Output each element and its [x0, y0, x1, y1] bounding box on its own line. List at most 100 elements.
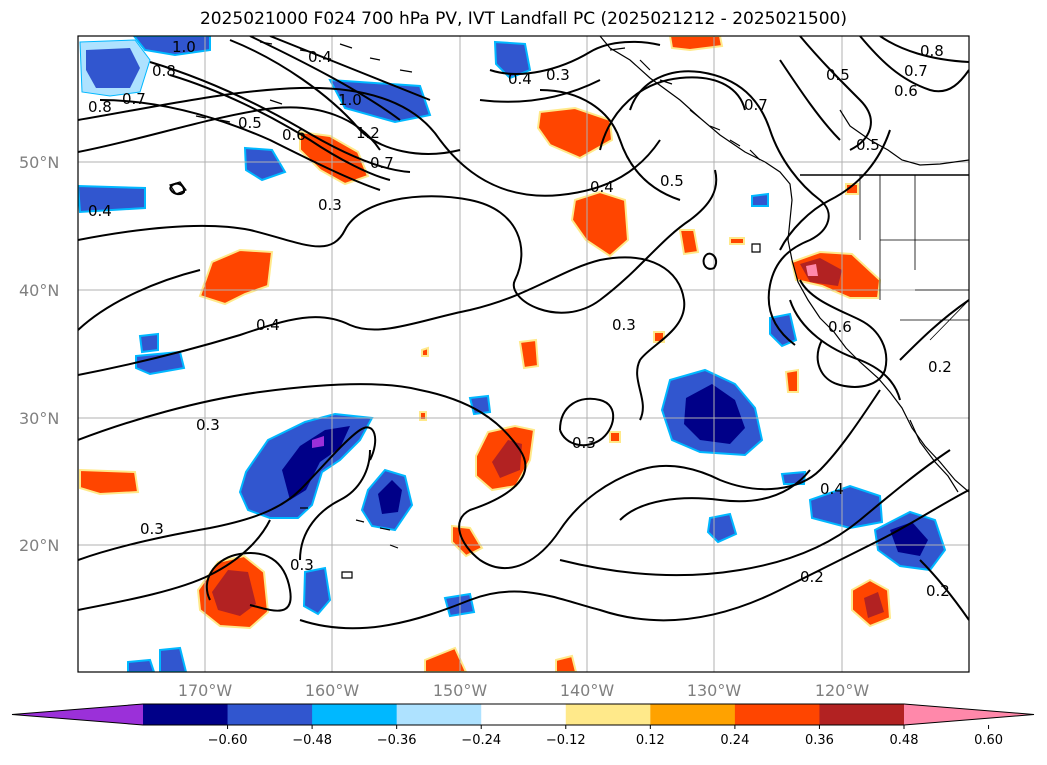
neg-region: [78, 184, 146, 214]
contour-line: [78, 86, 661, 197]
contour-line: [919, 559, 969, 621]
colorbar-segment: [819, 704, 905, 725]
colorbar-segment: [734, 704, 820, 725]
colorbar-tick-label: 0.12: [636, 733, 665, 748]
contour-label: 0.4: [508, 70, 532, 88]
contour-line: [78, 106, 381, 153]
contour-label: 0.8: [88, 98, 112, 116]
contour-line: [629, 70, 830, 346]
contour-label: 0.2: [926, 582, 950, 600]
colorbar-tick-label: 0.36: [805, 733, 834, 748]
neg-region: [243, 146, 287, 182]
neg-region: [769, 312, 798, 348]
pos-region: [609, 431, 621, 443]
contour-line: [619, 469, 811, 521]
contour-label: 0.7: [122, 90, 146, 108]
contour-label: 0.4: [256, 316, 280, 334]
contour-line: [78, 256, 686, 421]
pos-region: [419, 411, 427, 421]
gridlines: [78, 36, 969, 672]
contour-lines: [78, 36, 969, 630]
coastline-bc: [839, 109, 969, 166]
contour-line: [99, 99, 381, 191]
contour-line: [299, 449, 371, 561]
pos-region: [424, 646, 468, 672]
contour-label: 0.2: [928, 358, 952, 376]
contour-line: [559, 397, 615, 447]
neg-region: [86, 48, 140, 88]
contour-label: 0.3: [196, 416, 220, 434]
colorbar-tick-label: 0.24: [720, 733, 749, 748]
pos-region: [518, 338, 540, 370]
contour-line: [169, 74, 391, 181]
contour-label: 0.7: [370, 154, 394, 172]
contour-label: 0.5: [856, 136, 880, 154]
pos-region-core: [864, 592, 884, 618]
hawaii-islands: [300, 507, 399, 579]
longitude-labels: 170°W 160°W 150°W 140°W 130°W 120°W: [178, 681, 870, 700]
contour-label: 0.7: [744, 96, 768, 114]
neg-region: [159, 646, 188, 672]
contour-line: [779, 129, 891, 251]
contour-label: 0.3: [318, 196, 342, 214]
contour-line: [479, 79, 601, 103]
colorbar-segment: [312, 704, 398, 725]
pos-region-peak: [806, 264, 818, 276]
contour-label: 0.7: [904, 62, 928, 80]
contour-line: [899, 299, 969, 361]
contour-label: 0.6: [828, 318, 852, 336]
contour-line: [299, 489, 969, 630]
contour-line: [78, 169, 718, 314]
negative-pv-regions: [78, 36, 947, 672]
lon-label: 140°W: [560, 681, 615, 700]
colorbar-segment: [143, 704, 229, 725]
contour-line: [789, 299, 901, 401]
contour-line: [799, 36, 872, 151]
contour-label: 1.2: [356, 124, 380, 142]
contour-label: 1.0: [338, 91, 362, 109]
contour-label: 0.2: [800, 568, 824, 586]
lon-label: 170°W: [178, 681, 233, 700]
lat-label: 20°N: [19, 536, 59, 555]
colorbar-segment: [227, 704, 313, 725]
contour-line: [78, 383, 881, 570]
contour-line: [249, 36, 401, 121]
contour-label: 0.6: [894, 82, 918, 100]
colorbar-tick-label: −0.24: [461, 733, 501, 748]
contour-line: [779, 59, 841, 141]
contour-label: 0.4: [88, 202, 112, 220]
contour-line: [489, 40, 661, 75]
pv-shading: [78, 36, 947, 672]
neg-region-core: [378, 480, 402, 514]
contour-label: 0.6: [282, 126, 306, 144]
map-title: 2025021000 F024 700 hPa PV, IVT Landfall…: [199, 9, 847, 29]
neg-region: [127, 658, 156, 672]
pos-region: [421, 346, 429, 357]
contour-line: [78, 519, 271, 611]
colorbar: −0.60 −0.48 −0.36 −0.24 −0.12 0.12 0.24 0.36 0.4…: [11, 703, 1035, 748]
contour-label: 0.4: [590, 178, 614, 196]
colorbar-tick-label: −0.48: [292, 733, 332, 748]
contour-line: [149, 61, 411, 173]
colorbar-segment: [481, 704, 567, 725]
contour-line: [269, 36, 431, 101]
latitude-labels: 50°N 40°N 30°N 20°N: [19, 153, 59, 555]
contour-label: 0.5: [238, 114, 262, 132]
colorbar-tick-label: −0.36: [377, 733, 417, 748]
contour-line: [205, 552, 292, 612]
colorbar-tick-label: −0.12: [546, 733, 586, 748]
contour-line: [799, 279, 888, 388]
contour-line: [539, 89, 681, 201]
contour-label: 0.3: [546, 66, 570, 84]
lat-label: 40°N: [19, 281, 59, 300]
colorbar-tick-label: −0.60: [208, 733, 248, 748]
neg-region-core: [282, 426, 350, 500]
contour-line: [78, 426, 377, 561]
lon-label: 130°W: [687, 681, 742, 700]
contour-label: 0.8: [920, 42, 944, 60]
colorbar-extend-high: [904, 704, 1034, 725]
pos-region: [668, 36, 724, 52]
lon-label: 150°W: [433, 681, 488, 700]
lon-label: 160°W: [305, 681, 360, 700]
contour-label: 0.3: [290, 556, 314, 574]
